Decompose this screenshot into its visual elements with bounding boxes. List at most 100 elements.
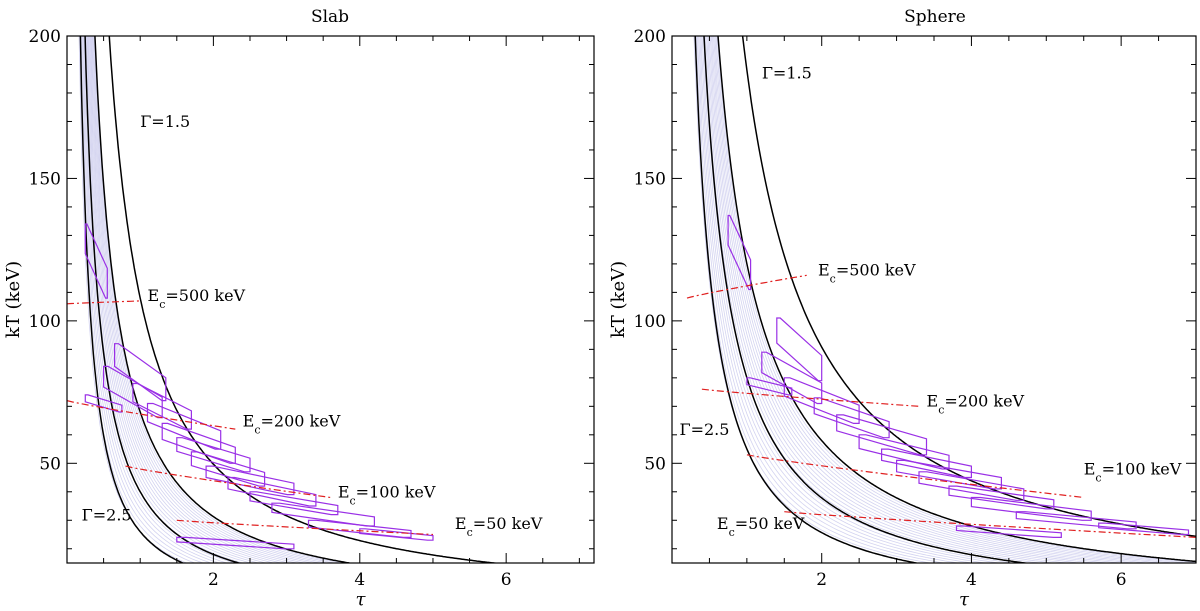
faint-model-curve xyxy=(90,36,314,563)
gamma-curve-1 xyxy=(94,36,354,563)
faint-model-curve xyxy=(705,36,1071,563)
curve-annotation: Ec=100 keV xyxy=(1084,460,1182,485)
faint-model-curve xyxy=(85,36,260,563)
y-axis-label: kT (keV) xyxy=(3,261,24,338)
contour-box xyxy=(176,437,251,473)
contour-box xyxy=(970,496,1092,521)
faint-model-curve xyxy=(83,36,237,563)
curve-annotation: Γ=1.5 xyxy=(140,112,190,131)
plot-frame xyxy=(66,35,595,564)
faint-model-curve xyxy=(87,36,284,563)
faint-model-curve xyxy=(700,36,1016,563)
gamma-curve-0 xyxy=(108,36,501,563)
faint-model-curve xyxy=(89,36,299,563)
faint-model-curve xyxy=(702,36,1043,563)
y-tick-label: 150 xyxy=(29,169,61,189)
contour-box xyxy=(161,422,236,464)
gamma-curve-0 xyxy=(741,36,1196,538)
faint-model-curve xyxy=(704,36,1057,563)
x-axis-label: τ xyxy=(959,589,970,610)
faint-model-curve xyxy=(78,36,188,563)
curve-annotation: Ec=500 keV xyxy=(818,260,916,285)
faint-model-curve xyxy=(708,36,1111,563)
contour-box xyxy=(880,448,973,479)
x-axis-label: τ xyxy=(356,589,367,610)
contour-box xyxy=(146,402,222,450)
faint-model-curve xyxy=(706,36,1084,563)
gamma-curve-1 xyxy=(717,36,1196,563)
y-tick-label: 100 xyxy=(634,312,666,332)
contour-box xyxy=(132,382,192,430)
faint-model-curve xyxy=(697,36,974,563)
curve-annotation: Ec=50 keV xyxy=(455,514,543,539)
faint-model-curve xyxy=(86,36,268,563)
plot-area xyxy=(686,36,1196,563)
faint-model-curve xyxy=(90,36,307,563)
faint-model-curve xyxy=(88,36,292,563)
y-tick-label: 150 xyxy=(634,169,666,189)
contour-box xyxy=(1098,522,1190,536)
curve-annotation: Ec=200 keV xyxy=(243,411,341,436)
contour-box xyxy=(249,491,339,516)
contour-box xyxy=(948,485,1055,510)
contour-box xyxy=(227,476,317,507)
y-tick-label: 200 xyxy=(634,27,666,47)
x-tick-label: 2 xyxy=(208,570,219,590)
ec-curve-3 xyxy=(176,519,434,536)
contour-box xyxy=(761,351,823,405)
plot-area xyxy=(67,36,501,563)
ec-curve-3 xyxy=(784,511,1196,538)
faint-model-curve xyxy=(710,36,1139,563)
faint-model-curve xyxy=(715,36,1193,563)
contour-box xyxy=(727,214,752,291)
y-tick-label: 100 xyxy=(29,312,61,332)
contour-box xyxy=(895,459,1003,490)
contour-box xyxy=(84,394,123,413)
ec-curve-1 xyxy=(701,388,920,407)
curve-annotation: Γ=2.5 xyxy=(679,420,729,439)
y-axis-label: kT (keV) xyxy=(608,261,629,338)
contour-box xyxy=(783,377,860,424)
faint-model-curve xyxy=(699,36,1002,563)
y-tick-label: 200 xyxy=(29,27,61,47)
gamma-curve-2 xyxy=(84,36,242,563)
panel-title-slab: Slab xyxy=(311,7,349,27)
faint-model-curve xyxy=(701,36,1030,563)
slab-panel: 2 4 6 50 100 150 200 τ kT (keV) Γ=1.5 Γ=2.5 Ec=500 … xyxy=(3,27,595,610)
faint-model-curve xyxy=(79,36,197,563)
sphere-panel: 2 4 6 50 100 150 200 τ kT (keV) Γ=1.5 Γ=2.5 Ec=500 … xyxy=(608,27,1197,610)
plot-frame xyxy=(671,35,1197,564)
curve-annotation: Ec=200 keV xyxy=(927,391,1025,416)
faint-model-curve xyxy=(92,36,329,563)
y-tick-label: 50 xyxy=(644,454,666,474)
contour-box xyxy=(858,434,950,470)
contour-box xyxy=(190,451,266,487)
faint-model-curve xyxy=(82,36,229,563)
ec-curve-0 xyxy=(67,300,141,305)
faint-model-curve xyxy=(80,36,205,563)
x-tick-label: 4 xyxy=(966,570,977,590)
x-tick-label: 6 xyxy=(1116,570,1127,590)
faint-model-curve xyxy=(694,36,947,563)
x-tick-label: 6 xyxy=(501,570,512,590)
faint-model-curve xyxy=(712,36,1153,563)
panel-title-sphere: Sphere xyxy=(904,7,966,27)
contour-box xyxy=(776,317,823,382)
faint-model-curve xyxy=(84,36,253,563)
ec-curve-1 xyxy=(67,400,236,430)
faint-model-curve xyxy=(716,36,1196,563)
contour-box xyxy=(955,525,1062,539)
faint-model-curve xyxy=(709,36,1125,563)
y-tick-label: 50 xyxy=(39,454,61,474)
contour-box xyxy=(84,223,108,299)
faint-model-curve xyxy=(81,36,221,563)
faint-model-curve xyxy=(87,36,276,563)
gamma-curve-2 xyxy=(703,36,1031,563)
faint-model-curve xyxy=(707,36,1098,563)
faint-model-curve xyxy=(698,36,988,563)
curve-annotation: Γ=2.5 xyxy=(82,505,132,524)
contour-box xyxy=(205,465,295,496)
contour-box xyxy=(307,519,412,539)
curve-annotation: Ec=500 keV xyxy=(148,286,246,311)
